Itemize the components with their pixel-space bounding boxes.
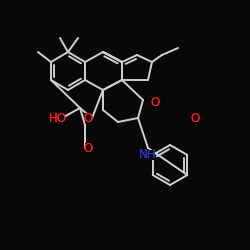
Text: O: O bbox=[84, 142, 92, 154]
FancyBboxPatch shape bbox=[192, 113, 198, 123]
FancyBboxPatch shape bbox=[84, 113, 91, 123]
Text: NH: NH bbox=[139, 148, 157, 162]
Text: O: O bbox=[150, 96, 160, 110]
Text: HO: HO bbox=[49, 112, 67, 124]
Text: HO: HO bbox=[49, 112, 67, 124]
Text: NH: NH bbox=[139, 148, 157, 162]
Text: O: O bbox=[150, 96, 160, 110]
FancyBboxPatch shape bbox=[84, 143, 91, 153]
FancyBboxPatch shape bbox=[51, 113, 65, 123]
Text: O: O bbox=[190, 112, 200, 124]
Text: O: O bbox=[84, 112, 92, 124]
FancyBboxPatch shape bbox=[152, 98, 158, 108]
Text: O: O bbox=[190, 112, 200, 124]
Text: O: O bbox=[84, 112, 92, 124]
Text: O: O bbox=[84, 142, 92, 154]
FancyBboxPatch shape bbox=[141, 150, 155, 160]
